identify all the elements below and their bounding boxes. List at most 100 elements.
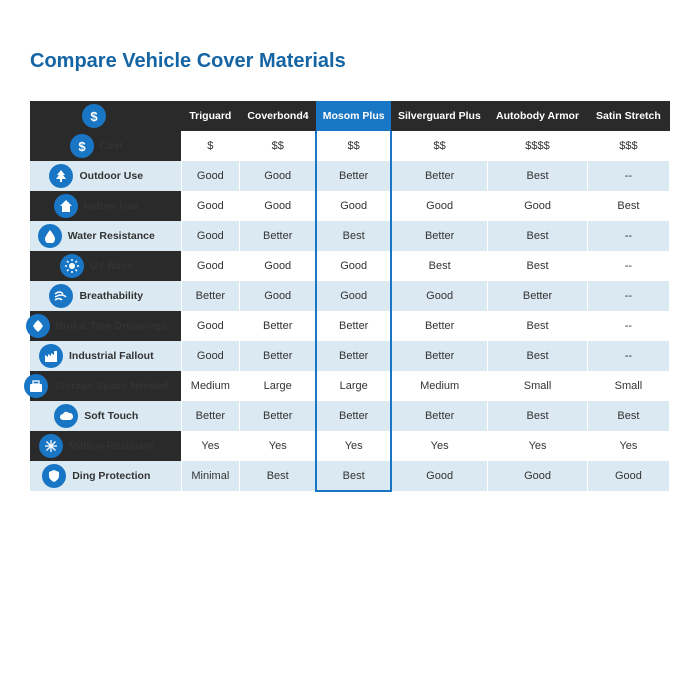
- data-cell: Good: [240, 191, 317, 221]
- data-cell: Yes: [587, 431, 669, 461]
- data-cell: Good: [316, 281, 391, 311]
- data-cell: --: [587, 311, 669, 341]
- data-cell: Good: [240, 251, 317, 281]
- data-cell: Best: [391, 251, 488, 281]
- table-row: Outdoor UseGoodGoodBetterBetterBest--: [30, 161, 670, 191]
- data-cell: Best: [488, 161, 588, 191]
- data-cell: Yes: [240, 431, 317, 461]
- data-cell: Better: [240, 311, 317, 341]
- row-label-cell: Water Resistance: [30, 221, 181, 251]
- data-cell: Good: [240, 281, 317, 311]
- data-cell: Better: [488, 281, 588, 311]
- data-cell: Good: [316, 191, 391, 221]
- data-cell: $$: [391, 131, 488, 161]
- row-label: Ding Protection: [72, 470, 150, 482]
- row-label-cell: UV Rays: [30, 251, 181, 281]
- data-cell: Best: [587, 401, 669, 431]
- data-cell: Better: [316, 401, 391, 431]
- data-cell: Yes: [391, 431, 488, 461]
- table-row: BreathabilityBetterGoodGoodGoodBetter--: [30, 281, 670, 311]
- table-row: Water ResistanceGoodBetterBestBetterBest…: [30, 221, 670, 251]
- data-cell: Small: [587, 371, 669, 401]
- droplet-icon: [38, 224, 62, 248]
- shield-icon: [42, 464, 66, 488]
- column-header: Mosom Plus: [316, 101, 391, 131]
- data-cell: Large: [240, 371, 317, 401]
- data-cell: --: [587, 251, 669, 281]
- data-cell: Better: [240, 221, 317, 251]
- data-cell: Better: [316, 341, 391, 371]
- data-cell: Good: [391, 191, 488, 221]
- row-label-cell: Soft Touch: [30, 401, 181, 431]
- data-cell: Best: [488, 341, 588, 371]
- data-cell: Better: [316, 161, 391, 191]
- data-cell: Better: [240, 401, 317, 431]
- data-cell: $: [181, 131, 240, 161]
- data-cell: Good: [391, 461, 488, 491]
- data-cell: Better: [181, 401, 240, 431]
- data-cell: Better: [391, 311, 488, 341]
- dollar-icon: [82, 104, 106, 128]
- data-cell: Good: [181, 161, 240, 191]
- data-cell: Yes: [181, 431, 240, 461]
- data-cell: $$$$: [488, 131, 588, 161]
- data-cell: Best: [488, 251, 588, 281]
- data-cell: Better: [391, 161, 488, 191]
- row-label-cell: Breathability: [30, 281, 181, 311]
- data-cell: Minimal: [181, 461, 240, 491]
- data-cell: Better: [391, 221, 488, 251]
- row-label: Breathability: [79, 290, 143, 302]
- data-cell: --: [587, 281, 669, 311]
- data-cell: Yes: [488, 431, 588, 461]
- data-cell: Good: [181, 251, 240, 281]
- table-header-row: TriguardCoverbond4Mosom PlusSilverguard …: [30, 101, 670, 131]
- data-cell: Medium: [391, 371, 488, 401]
- data-cell: Good: [181, 221, 240, 251]
- column-header: Silverguard Plus: [391, 101, 488, 131]
- data-cell: $$: [316, 131, 391, 161]
- column-header: Satin Stretch: [587, 101, 669, 131]
- data-cell: Good: [488, 461, 588, 491]
- data-cell: Better: [240, 341, 317, 371]
- data-cell: Good: [391, 281, 488, 311]
- column-header: Coverbond4: [240, 101, 317, 131]
- data-cell: Good: [240, 161, 317, 191]
- briefcase-icon: [24, 374, 48, 398]
- page-title: Compare Vehicle Cover Materials: [30, 50, 670, 73]
- wind-icon: [49, 284, 73, 308]
- row-label-cell: Bird & Tree Droppings: [30, 311, 181, 341]
- data-cell: Good: [488, 191, 588, 221]
- table-row: Bird & Tree DroppingsGoodBetterBetterBet…: [30, 311, 670, 341]
- data-cell: Good: [181, 311, 240, 341]
- data-cell: Medium: [181, 371, 240, 401]
- data-cell: --: [587, 161, 669, 191]
- data-cell: Best: [316, 221, 391, 251]
- table-row: Mildew ResistantYesYesYesYesYesYes: [30, 431, 670, 461]
- table-row: Indoor UseGoodGoodGoodGoodGoodBest: [30, 191, 670, 221]
- data-cell: Best: [587, 191, 669, 221]
- row-label: Cost: [100, 140, 123, 152]
- snowflake-icon: [39, 434, 63, 458]
- tree-icon: [49, 164, 73, 188]
- table-body: Cost$$$$$$$$$$$$$$Outdoor UseGoodGoodBet…: [30, 131, 670, 491]
- data-cell: --: [587, 341, 669, 371]
- row-label-cell: Cost: [30, 131, 181, 161]
- data-cell: $$$: [587, 131, 669, 161]
- row-label: Storage Space Needed: [54, 380, 168, 392]
- table-row: Ding ProtectionMinimalBestBestGoodGoodGo…: [30, 461, 670, 491]
- row-label: Indoor Use: [84, 200, 139, 212]
- row-label: Water Resistance: [68, 230, 155, 242]
- data-cell: $$: [240, 131, 317, 161]
- table-row: Cost$$$$$$$$$$$$$$: [30, 131, 670, 161]
- column-header: Triguard: [181, 101, 240, 131]
- data-cell: Best: [240, 461, 317, 491]
- row-label-cell: Storage Space Needed: [30, 371, 181, 401]
- column-header: Autobody Armor: [488, 101, 588, 131]
- row-label: Outdoor Use: [79, 170, 143, 182]
- data-cell: Large: [316, 371, 391, 401]
- data-cell: --: [587, 221, 669, 251]
- row-label-cell: Indoor Use: [30, 191, 181, 221]
- header-label-cell: [30, 101, 181, 131]
- data-cell: Small: [488, 371, 588, 401]
- table-row: Industrial FalloutGoodBetterBetterBetter…: [30, 341, 670, 371]
